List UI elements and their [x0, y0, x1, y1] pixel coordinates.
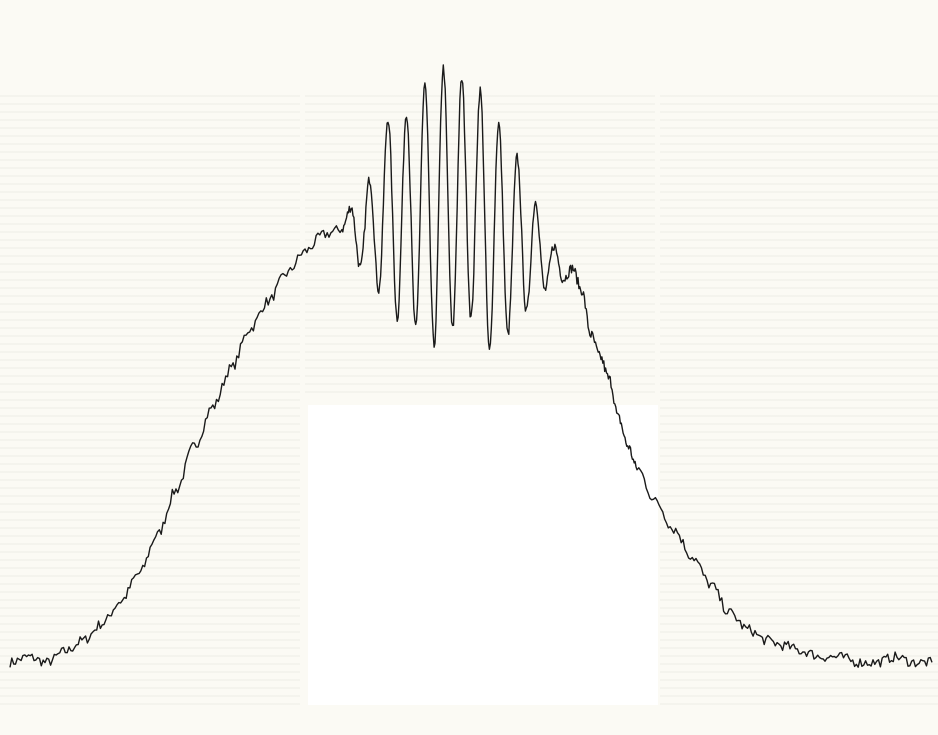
data-point [423, 83, 426, 86]
data-point [138, 572, 141, 575]
data-point [414, 328, 417, 331]
data-point [571, 267, 574, 270]
data-point [709, 583, 712, 586]
data-point [553, 244, 556, 247]
data-point [599, 355, 602, 358]
data-point [488, 350, 491, 353]
data-point [156, 533, 159, 536]
data-point [543, 289, 546, 292]
data-point [350, 205, 353, 208]
data-point [654, 500, 657, 503]
data-point [322, 233, 325, 236]
data-point [801, 650, 804, 653]
data-point [405, 111, 408, 114]
data-point [9, 661, 12, 664]
data-point [746, 628, 749, 631]
data-point [248, 328, 251, 331]
data-point [175, 489, 178, 492]
data-point [285, 272, 288, 275]
data-point [894, 655, 897, 658]
data-point [377, 289, 380, 292]
data-point [340, 228, 343, 231]
series-line-0 [9, 64, 933, 668]
data-point [27, 655, 30, 658]
data-point [506, 333, 509, 336]
data-point [765, 639, 768, 642]
data-point [562, 278, 565, 281]
data-point [479, 89, 482, 92]
data-point [525, 311, 528, 314]
data-point [396, 317, 399, 320]
data-point [211, 405, 214, 408]
data-point [516, 155, 519, 158]
data-point [608, 378, 611, 381]
data-point [931, 661, 934, 664]
blank-paper-area [308, 405, 658, 705]
data-point [783, 644, 786, 647]
data-point [691, 555, 694, 558]
data-point [580, 289, 583, 292]
data-point [636, 467, 639, 470]
data-point [45, 661, 48, 664]
data-point [368, 178, 371, 181]
data-point [589, 333, 592, 336]
data-point [820, 655, 823, 658]
data-point [912, 661, 915, 664]
data-point [64, 650, 67, 653]
data-point [875, 661, 878, 664]
data-point [534, 200, 537, 203]
data-point [267, 300, 270, 303]
data-point [451, 328, 454, 331]
data-point [617, 417, 620, 420]
data-point [728, 611, 731, 614]
data-point [838, 655, 841, 658]
plot-area [9, 64, 934, 668]
data-point [101, 622, 104, 625]
data-point [82, 639, 85, 642]
data-point [857, 661, 860, 664]
data-point [230, 367, 233, 370]
data-point [460, 78, 463, 81]
data-point [497, 122, 500, 125]
data-point [304, 250, 307, 253]
data-point [433, 344, 436, 347]
data-point [442, 67, 445, 70]
data-point [193, 444, 196, 447]
data-point [470, 317, 473, 320]
bleed-through-text-left [0, 95, 300, 705]
data-point [119, 600, 122, 603]
data-point [626, 444, 629, 447]
bleed-through-text-right [660, 95, 938, 705]
data-point [672, 528, 675, 531]
data-point [387, 117, 390, 120]
data-point [359, 267, 362, 270]
